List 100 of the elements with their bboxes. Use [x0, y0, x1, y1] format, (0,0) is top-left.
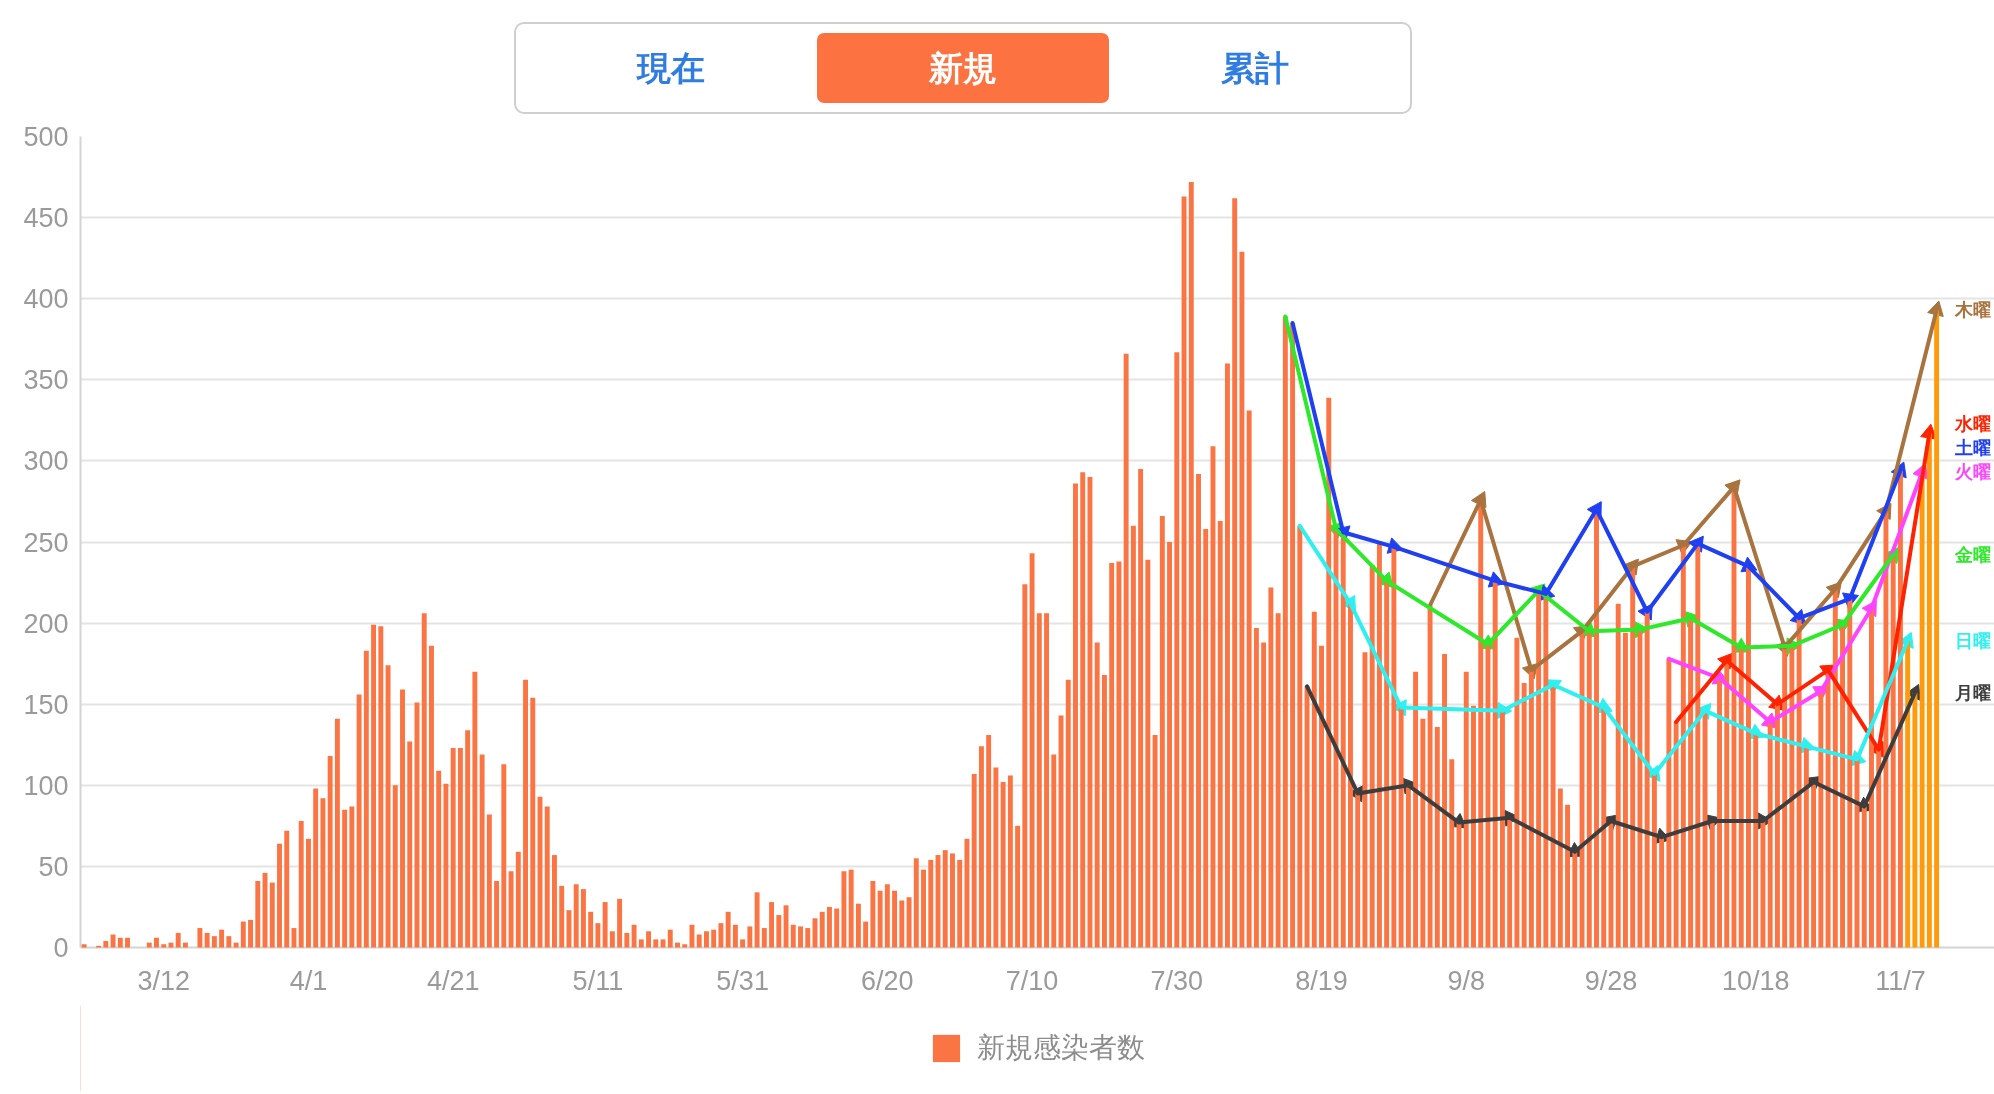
y-tick-label: 300	[23, 446, 69, 477]
bar	[1355, 793, 1361, 948]
bar	[197, 928, 203, 948]
bar	[1188, 181, 1194, 948]
bar	[1275, 613, 1281, 948]
bar	[334, 718, 340, 948]
bar	[1789, 645, 1795, 948]
bar	[1080, 472, 1086, 948]
bar	[1507, 817, 1513, 948]
bar	[356, 694, 362, 948]
bar	[1282, 316, 1288, 948]
text: 累計	[1220, 46, 1290, 90]
bar	[725, 911, 731, 948]
x-tick-label: 6/20	[861, 965, 914, 996]
bar	[617, 898, 623, 948]
bar	[552, 855, 557, 948]
bar	[161, 944, 167, 948]
y-tick-label: 250	[23, 527, 69, 558]
bar	[103, 941, 109, 948]
bar	[573, 884, 579, 948]
bar	[1811, 782, 1817, 948]
bar	[530, 697, 536, 948]
bar	[305, 838, 311, 948]
y-tick-label: 100	[23, 770, 69, 801]
x-tick-label: 3/12	[137, 965, 190, 996]
bar	[1760, 820, 1766, 948]
bar	[1586, 631, 1592, 948]
bar	[1427, 605, 1433, 948]
bar	[1803, 746, 1809, 948]
bar	[443, 783, 449, 948]
bar	[993, 767, 999, 948]
bar	[1557, 788, 1563, 948]
bar	[1239, 251, 1245, 948]
series-label: 火曜	[1953, 462, 1991, 483]
bar	[1101, 675, 1107, 948]
bar	[1268, 587, 1274, 948]
bar	[1528, 670, 1534, 948]
bar	[154, 937, 159, 948]
x-tick-label: 4/21	[426, 965, 480, 996]
bar	[602, 902, 608, 948]
bar	[226, 936, 232, 948]
bar	[609, 931, 615, 948]
bar	[1015, 825, 1021, 948]
bar	[1232, 198, 1238, 948]
bar	[1348, 603, 1353, 948]
bar	[899, 900, 905, 948]
bar	[675, 942, 680, 948]
text: 土曜	[1953, 438, 1991, 459]
bar	[508, 871, 514, 948]
bar	[1391, 546, 1397, 948]
bar	[1029, 553, 1035, 948]
bar	[1514, 637, 1520, 948]
bar	[1311, 611, 1317, 948]
bar	[1449, 759, 1455, 948]
bar	[631, 924, 637, 948]
bar	[1398, 707, 1404, 948]
bar	[971, 773, 977, 948]
bar	[892, 890, 898, 948]
bar	[125, 937, 130, 948]
text: 現在	[635, 46, 706, 90]
bar	[950, 853, 955, 948]
bar	[1304, 686, 1310, 948]
bar	[1413, 671, 1419, 948]
bar	[378, 626, 384, 948]
series-label: 水曜	[1953, 414, 1991, 435]
bar	[1666, 658, 1672, 948]
bar	[957, 859, 963, 948]
bar	[942, 850, 948, 948]
bar	[1000, 782, 1006, 948]
bar	[906, 897, 912, 948]
bar	[1434, 726, 1440, 948]
bar	[1688, 618, 1694, 948]
bar	[986, 735, 992, 948]
bar	[761, 928, 767, 948]
bar	[638, 939, 644, 948]
x-tick-label: 4/1	[289, 965, 328, 996]
x-tick-label: 7/10	[1005, 965, 1059, 996]
bar	[588, 911, 594, 948]
bar	[1767, 722, 1773, 948]
bar	[1362, 652, 1368, 948]
bar	[1825, 670, 1831, 948]
bar	[1818, 691, 1824, 948]
bar	[1297, 525, 1303, 948]
bar	[146, 942, 152, 948]
series-label: 月曜	[1953, 682, 1991, 703]
bar	[819, 911, 825, 948]
bar	[1905, 640, 1911, 948]
bar	[1876, 749, 1882, 948]
bar	[1174, 352, 1180, 948]
bar	[1695, 543, 1701, 948]
bar	[1159, 516, 1165, 948]
bar	[1847, 598, 1853, 948]
bar	[349, 806, 355, 948]
bar	[1246, 410, 1252, 948]
bar	[284, 830, 290, 948]
bar	[1051, 754, 1057, 948]
bar	[732, 924, 738, 948]
y-tick-label: 200	[23, 608, 69, 639]
bar	[884, 884, 890, 948]
bar	[436, 770, 442, 948]
